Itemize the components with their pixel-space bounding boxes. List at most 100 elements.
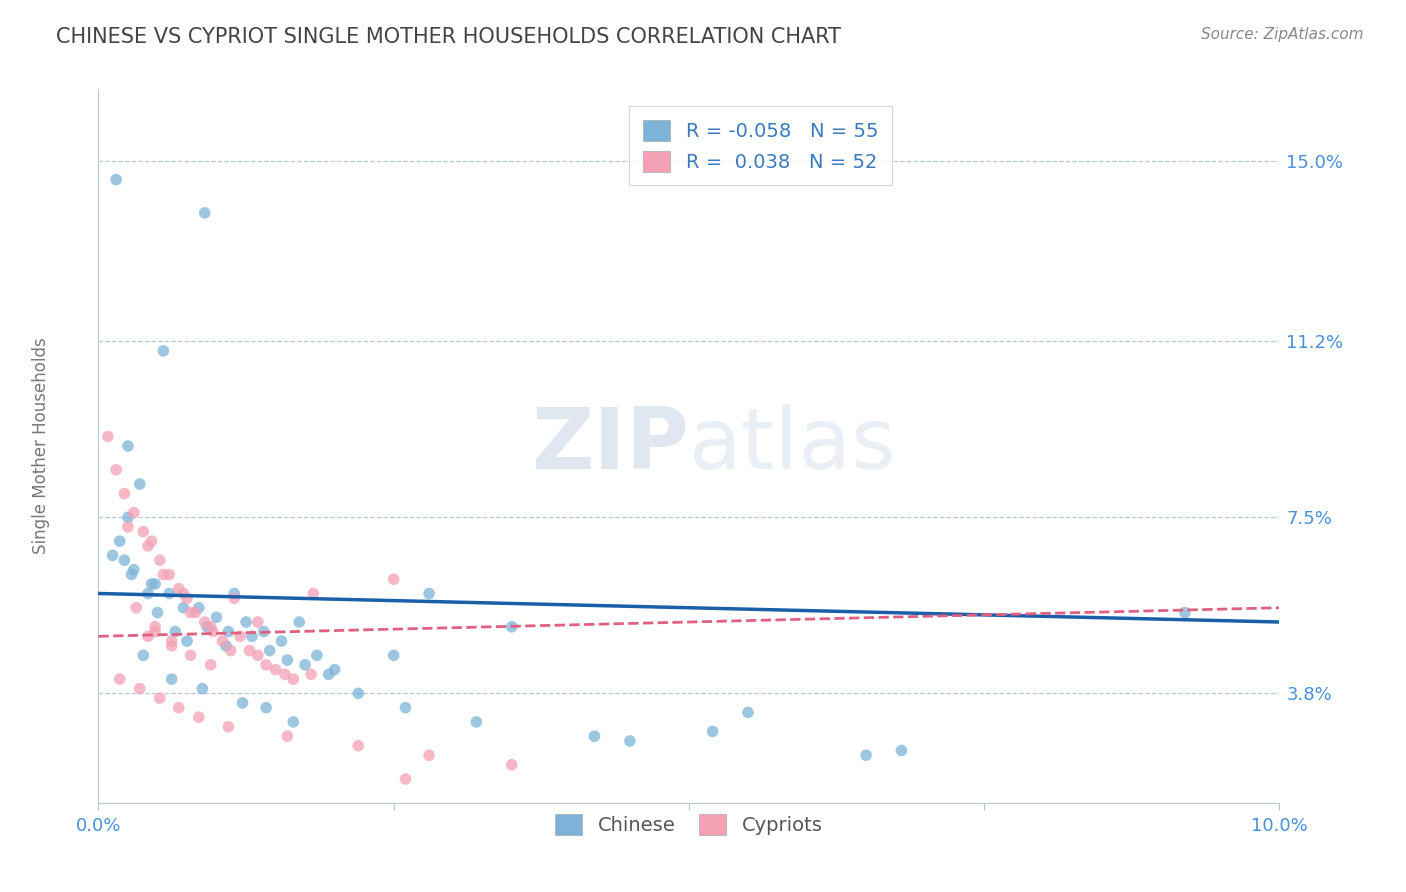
Point [270, 634, 292, 648]
Point [1174, 606, 1197, 620]
Point [152, 343, 174, 358]
Point [194, 206, 217, 220]
Point [172, 586, 194, 600]
Point [176, 591, 198, 606]
Point [235, 615, 257, 629]
Point [855, 748, 877, 763]
Point [382, 648, 405, 663]
Point [229, 629, 252, 643]
Point [141, 577, 163, 591]
Point [217, 720, 239, 734]
Point [253, 624, 276, 639]
Point [305, 648, 328, 663]
Point [347, 686, 370, 700]
Legend: Chinese, Cypriots: Chinese, Cypriots [547, 806, 831, 843]
Point [105, 172, 128, 186]
Point [394, 772, 416, 786]
Point [149, 553, 172, 567]
Point [619, 734, 641, 748]
Point [240, 629, 263, 643]
Point [143, 620, 166, 634]
Point [117, 510, 139, 524]
Point [890, 743, 912, 757]
Point [157, 567, 180, 582]
Point [283, 672, 305, 686]
Point [194, 615, 217, 629]
Point [121, 567, 143, 582]
Point [143, 624, 166, 639]
Point [294, 657, 316, 672]
Point [254, 700, 277, 714]
Point [176, 634, 198, 648]
Point [101, 549, 124, 563]
Point [128, 477, 150, 491]
Point [215, 639, 238, 653]
Point [132, 648, 155, 663]
Point [122, 506, 145, 520]
Point [160, 639, 183, 653]
Point [224, 586, 246, 600]
Point [167, 700, 190, 714]
Point [205, 610, 228, 624]
Point [141, 534, 163, 549]
Point [394, 700, 416, 714]
Point [318, 667, 340, 681]
Point [117, 439, 139, 453]
Point [136, 629, 159, 643]
Point [200, 657, 222, 672]
Point [195, 620, 218, 634]
Point [152, 567, 174, 582]
Point [264, 663, 287, 677]
Point [382, 572, 405, 586]
Point [160, 634, 183, 648]
Text: atlas: atlas [689, 404, 897, 488]
Point [299, 667, 322, 681]
Point [219, 643, 242, 657]
Point [187, 600, 209, 615]
Point [97, 429, 120, 443]
Point [136, 586, 159, 600]
Point [200, 620, 222, 634]
Y-axis label: Single Mother Households: Single Mother Households [32, 338, 49, 554]
Point [702, 724, 724, 739]
Point [283, 714, 305, 729]
Point [191, 681, 214, 696]
Point [239, 643, 262, 657]
Point [323, 663, 346, 677]
Point [143, 577, 166, 591]
Point [112, 553, 135, 567]
Point [112, 486, 135, 500]
Point [160, 672, 183, 686]
Point [165, 624, 187, 639]
Point [201, 624, 224, 639]
Text: ZIP: ZIP [531, 404, 689, 488]
Point [149, 691, 172, 706]
Text: Source: ZipAtlas.com: Source: ZipAtlas.com [1201, 27, 1364, 42]
Point [501, 620, 523, 634]
Point [217, 624, 239, 639]
Point [108, 672, 131, 686]
Point [418, 586, 440, 600]
Point [737, 706, 759, 720]
Point [276, 729, 298, 743]
Point [274, 667, 297, 681]
Point [172, 600, 194, 615]
Point [302, 586, 325, 600]
Point [347, 739, 370, 753]
Point [146, 606, 169, 620]
Point [117, 520, 139, 534]
Point [136, 539, 159, 553]
Point [259, 643, 281, 657]
Point [187, 710, 209, 724]
Point [132, 524, 155, 539]
Point [108, 534, 131, 549]
Point [246, 615, 269, 629]
Point [122, 563, 145, 577]
Point [224, 591, 246, 606]
Text: CHINESE VS CYPRIOT SINGLE MOTHER HOUSEHOLDS CORRELATION CHART: CHINESE VS CYPRIOT SINGLE MOTHER HOUSEHO… [56, 27, 841, 46]
Point [276, 653, 298, 667]
Point [501, 757, 523, 772]
Point [157, 586, 180, 600]
Point [583, 729, 606, 743]
Point [184, 606, 207, 620]
